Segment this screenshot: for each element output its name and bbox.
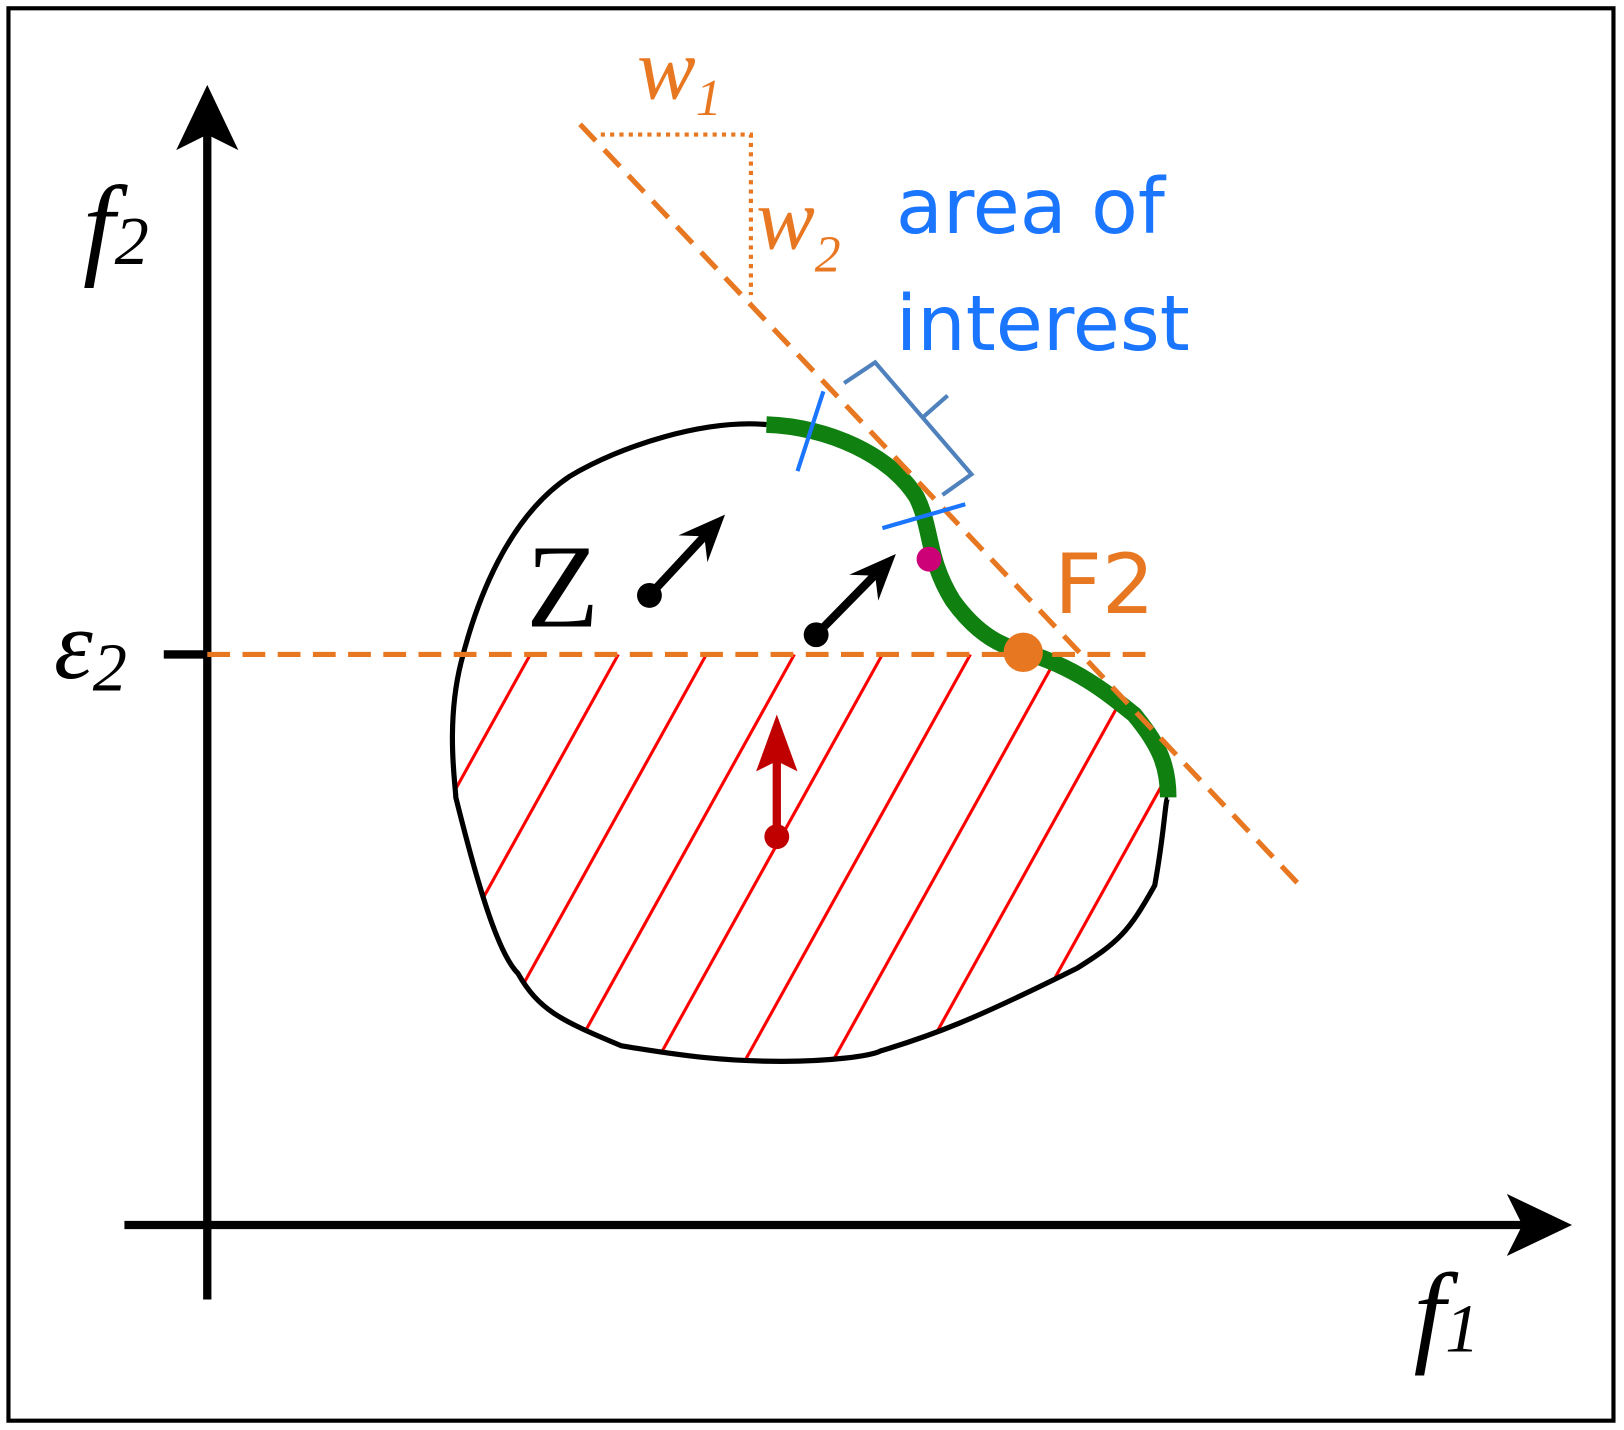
interest-bound <box>881 502 966 531</box>
region-label: Z <box>526 520 599 652</box>
point-f2 <box>1003 632 1043 673</box>
w1-label: w1 <box>637 21 722 127</box>
point-label: F2 <box>1054 536 1154 633</box>
w2-label: w2 <box>756 172 841 284</box>
x-arrow <box>1506 1193 1573 1257</box>
interest-bound <box>795 390 826 472</box>
bracket-tick <box>920 393 950 420</box>
frame <box>6 6 1616 1423</box>
weight-triangle <box>600 132 753 296</box>
arrow <box>803 553 896 648</box>
arrow <box>637 514 726 608</box>
area-label: area of <box>896 163 1167 252</box>
area-label: interest <box>896 280 1190 369</box>
arrow-red <box>756 714 798 850</box>
y-arrow <box>176 84 239 151</box>
point-magenta <box>916 546 942 572</box>
pareto-front <box>766 416 1177 798</box>
region-outline <box>449 421 1171 1064</box>
epsilon-label: ε2 <box>54 591 127 705</box>
